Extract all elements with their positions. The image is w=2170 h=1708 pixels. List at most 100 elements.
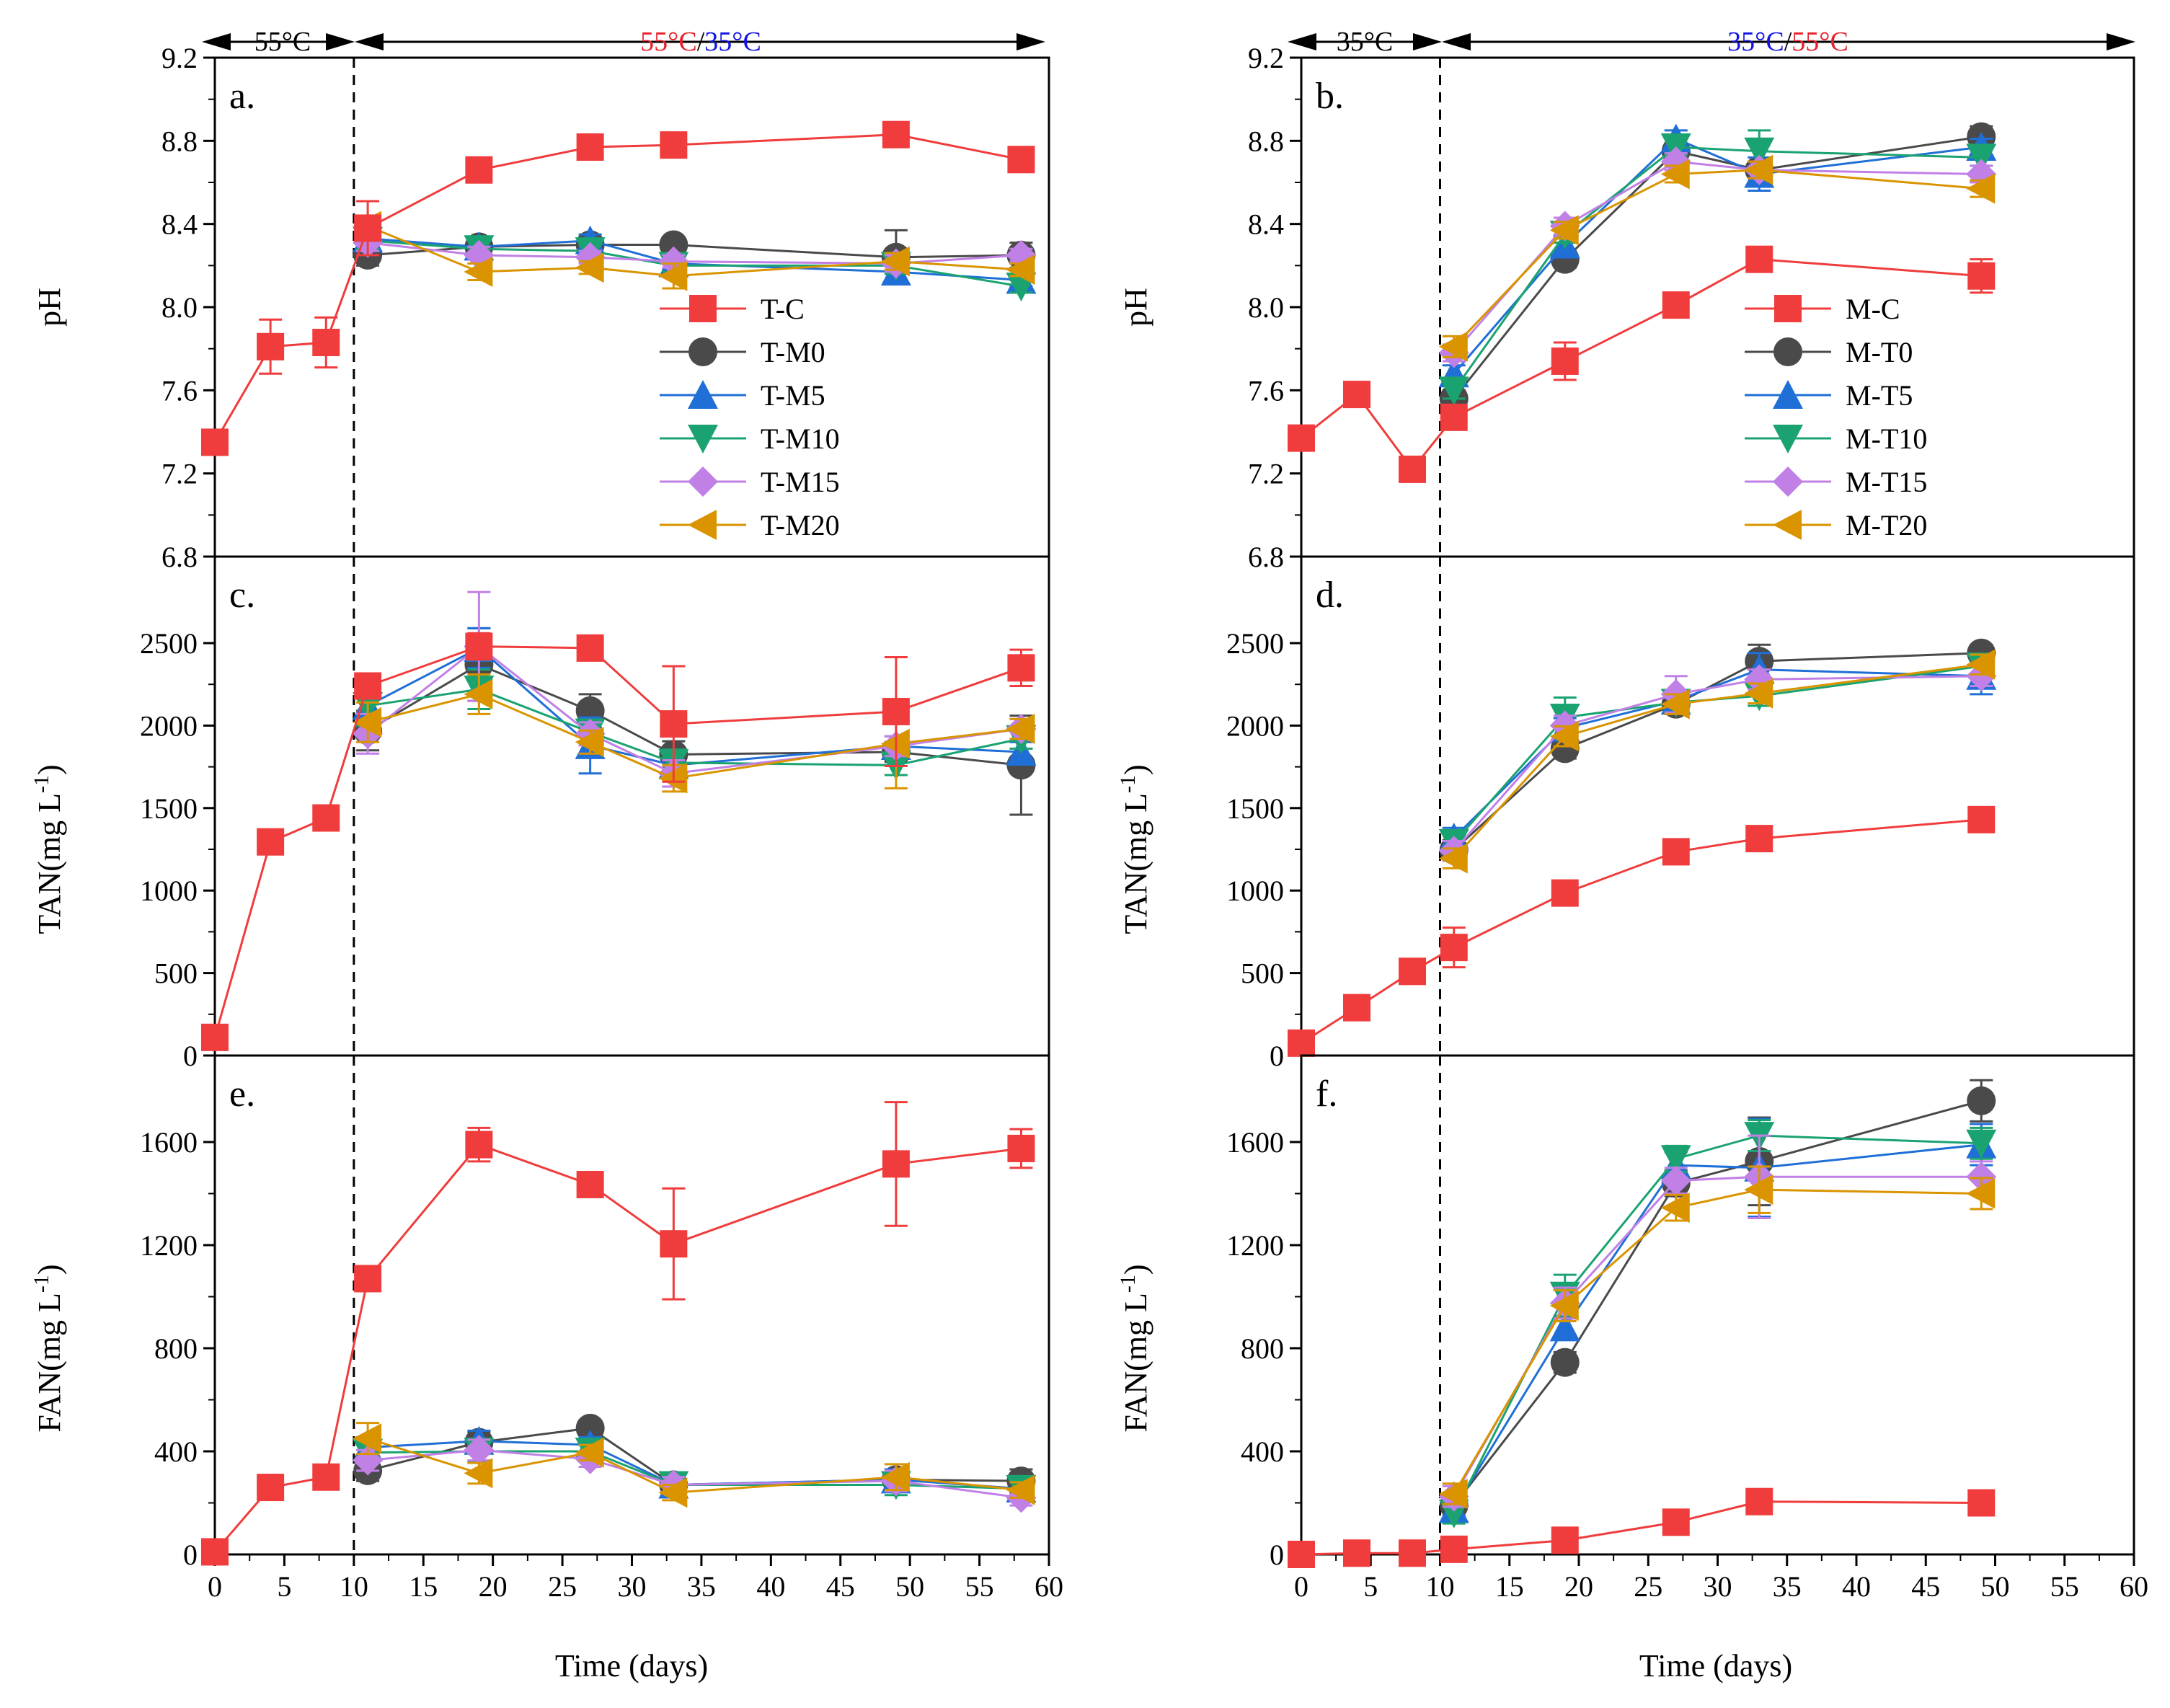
- data-point: [464, 256, 493, 287]
- data-point: [1399, 1539, 1426, 1567]
- legend-label: M-T10: [1846, 422, 1927, 455]
- data-point: [1744, 678, 1773, 709]
- data-point: [575, 252, 604, 283]
- data-point: [1551, 347, 1579, 375]
- y-tick-label: 800: [154, 1332, 198, 1365]
- y-tick-label: 2500: [140, 627, 198, 660]
- data-point: [1399, 455, 1426, 483]
- y-tick-label: 1500: [1226, 792, 1284, 825]
- data-point: [201, 428, 229, 456]
- y-tick-label: 500: [1241, 957, 1284, 990]
- data-point: [575, 727, 604, 758]
- data-point: [354, 214, 382, 242]
- x-tick-label: 15: [409, 1570, 438, 1603]
- data-point: [1288, 1029, 1315, 1057]
- series-line: [367, 663, 1022, 766]
- data-point: [1966, 1129, 1997, 1159]
- legend-label: T-M15: [761, 466, 840, 498]
- y-axis-label: TAN(mg L-1): [30, 764, 67, 934]
- y-tick-label: 1200: [140, 1229, 198, 1262]
- panel-e: 0 400 800 1200 1600 FAN(mg L-1) 0 5 10 15 20 25 30 35…: [30, 1054, 1063, 1603]
- data-point: [1006, 713, 1035, 744]
- data-point: [1744, 1174, 1773, 1205]
- x-tick-label: 35: [687, 1570, 716, 1603]
- y-tick-label: 7.2: [161, 458, 198, 490]
- panel-label: b.: [1316, 76, 1344, 117]
- x-tick-label: 60: [1035, 1570, 1063, 1603]
- data-point: [1006, 255, 1035, 286]
- data-point: [658, 260, 688, 291]
- data-point: [1967, 262, 1996, 290]
- y-axis-label: pH: [1118, 288, 1153, 327]
- y-axis-label: FAN(mg L-1): [1116, 1264, 1153, 1432]
- y-tick-label: 2000: [140, 709, 198, 742]
- y-tick-label: 0: [1270, 1040, 1284, 1072]
- panel-frame: [1300, 1054, 2135, 1556]
- data-point: [1551, 879, 1579, 907]
- x-tick-label: 45: [1911, 1570, 1940, 1603]
- data-point: [1343, 381, 1370, 409]
- panel-label: a.: [229, 76, 255, 117]
- x-tick-label: 0: [1294, 1570, 1308, 1603]
- data-point: [1549, 1291, 1579, 1322]
- data-point: [575, 1437, 604, 1468]
- series-line: [1453, 160, 1982, 354]
- y-axis-label: FAN(mg L-1): [30, 1264, 67, 1432]
- series-line: [367, 225, 1022, 278]
- x-tick-label: 40: [1842, 1570, 1871, 1603]
- x-tick-label: 15: [1495, 1570, 1524, 1603]
- data-point: [1399, 957, 1426, 986]
- y-tick-label: 8.4: [161, 208, 198, 241]
- header-right: 35°C 35°C/55°C: [1288, 27, 2135, 57]
- header-left-sep: /: [697, 27, 705, 57]
- data-point: [1967, 1086, 1996, 1115]
- legend-label: M-T5: [1846, 379, 1913, 412]
- data-point: [880, 1461, 910, 1492]
- data-point: [1440, 934, 1468, 962]
- y-tick-label: 8.8: [161, 125, 198, 157]
- x-axis-label-right: Time (days): [1639, 1648, 1792, 1683]
- header-right-phase2-b: 55°C: [1792, 27, 1848, 57]
- series-T-C: [201, 120, 1035, 456]
- data-point: [1660, 159, 1690, 190]
- y-tick-label: 400: [154, 1435, 198, 1468]
- y-tick-label: 1600: [1226, 1126, 1284, 1159]
- data-point: [660, 710, 688, 738]
- data-point: [1551, 1526, 1579, 1554]
- panel-label: f.: [1316, 1074, 1337, 1115]
- header-left-phase2-b: 35°C: [704, 27, 761, 57]
- y-tick-label: 0: [183, 1040, 198, 1072]
- data-point: [257, 332, 285, 360]
- data-point: [1660, 1145, 1691, 1174]
- legend-marker: [688, 425, 718, 453]
- series-M-C: [1288, 245, 1996, 483]
- series-T-M5: [353, 223, 1037, 294]
- header-left-phase2-a: 55°C: [640, 27, 697, 57]
- series-M-T15: [1438, 146, 1997, 368]
- series-line: [367, 693, 1022, 780]
- data-point: [1662, 838, 1690, 866]
- data-point: [465, 156, 493, 184]
- header-right-phase2-a: 35°C: [1727, 27, 1784, 57]
- header-right-sep: /: [1784, 27, 1792, 57]
- data-point: [312, 804, 340, 832]
- data-point: [1967, 805, 1996, 833]
- data-point: [1438, 843, 1468, 874]
- x-tick-label: 30: [1704, 1570, 1732, 1603]
- x-tick-label: 25: [1634, 1570, 1662, 1603]
- y-tick-label: 1500: [140, 792, 198, 825]
- panel-a: 6.8 7.2 7.6 8.0 8.4 8.8 9.2 pH a. T-C T-M0 T-M5 T-M1…: [32, 42, 1050, 573]
- y-tick-label: 6.8: [1248, 541, 1284, 573]
- y-tick-label: 6.8: [161, 541, 198, 573]
- data-point: [576, 634, 604, 662]
- y-tick-label: 800: [1241, 1332, 1284, 1365]
- x-axis-label-left: Time (days): [555, 1648, 708, 1683]
- data-point: [1966, 159, 1997, 190]
- y-tick-label: 9.2: [161, 42, 198, 74]
- y-tick-label: 2000: [1226, 709, 1284, 742]
- data-point: [660, 131, 688, 159]
- x-tick-label: 5: [277, 1570, 291, 1603]
- data-point: [1550, 1348, 1580, 1377]
- legend-marker: [1773, 380, 1803, 409]
